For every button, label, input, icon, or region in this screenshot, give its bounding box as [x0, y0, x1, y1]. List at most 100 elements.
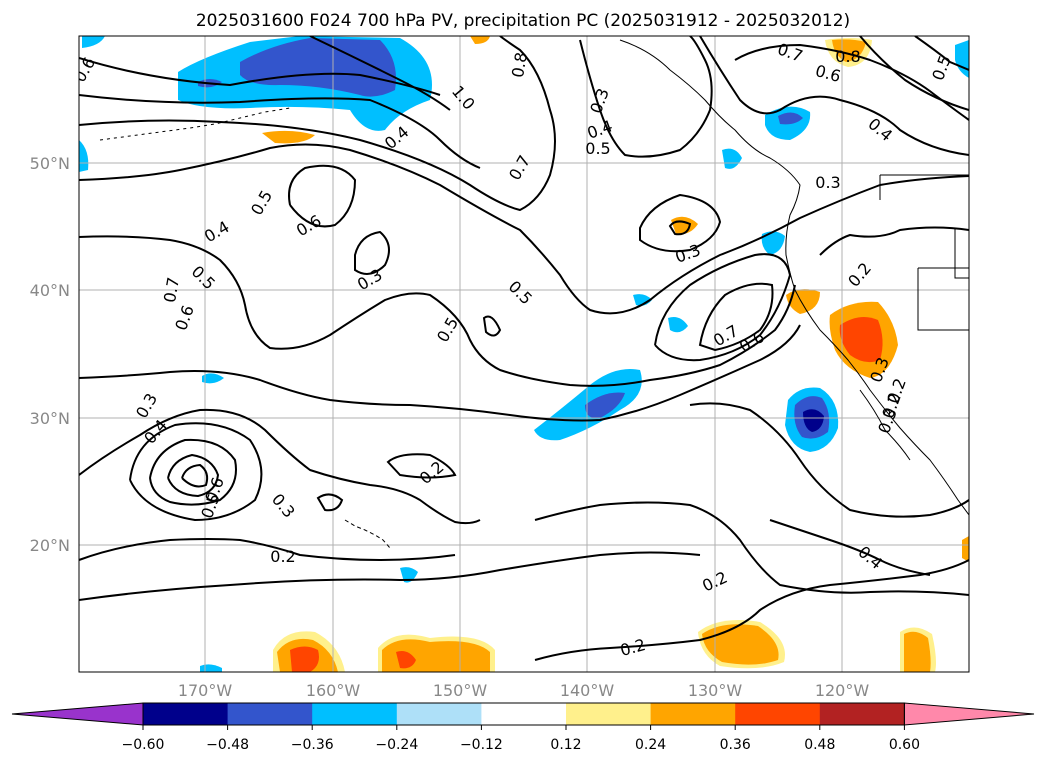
map-area: 0.61.00.8 0.80.70.6 0.50.40.30.40.50.70.40…: [70, 36, 969, 672]
contour-low-2: [354, 230, 390, 275]
graticule: [79, 36, 969, 672]
colorbar-tick-label: −0.12: [460, 737, 503, 753]
colorbar-tick-label: −0.24: [375, 737, 418, 753]
precip-ne-corner: [955, 40, 969, 78]
contour-14: [639, 193, 722, 253]
contour-label: 0.3: [268, 490, 299, 522]
colorbar-segment: [143, 703, 229, 725]
contour-3: [309, 36, 451, 111]
contour-1: [79, 57, 441, 96]
contour-12: [534, 501, 969, 596]
lon-label: 170°W: [178, 681, 233, 700]
contour-label: 0.3: [673, 240, 703, 267]
colorbar-tick-label: 0.24: [635, 737, 666, 753]
coastlines: [99, 39, 969, 549]
precip-offshore-42n: [761, 231, 785, 255]
colorbar-tick-label: −0.60: [122, 737, 165, 753]
na-coastline: [619, 39, 969, 516]
contour-17: [579, 36, 713, 158]
contour-label: 1.0: [448, 82, 479, 114]
contour-label: 0.5: [188, 262, 219, 293]
colorbar-tick-label: 0.48: [804, 737, 835, 753]
figure-title: 2025031600 F024 700 hPa PV, precipitatio…: [196, 11, 850, 31]
contour-label: 0.2: [699, 568, 730, 596]
contour-22: [819, 226, 969, 256]
contour-13: [534, 559, 969, 661]
contour-label: 0.7: [775, 39, 805, 66]
contour-16: [698, 282, 774, 352]
contour-labels: 0.61.00.8 0.80.70.6 0.50.40.30.40.50.70.40…: [70, 39, 955, 660]
contour-label: 0.3: [815, 173, 840, 192]
colorbar-extend-max: [903, 702, 1035, 726]
precip-ca-core: [839, 316, 883, 363]
contour-label: 0.4: [864, 114, 896, 145]
contour-label: 0.2: [270, 547, 295, 566]
contour-18: [699, 36, 969, 156]
colorbar-extend-min: [11, 702, 144, 726]
contour-label: 0.7: [505, 152, 534, 184]
colorbar-tick-label: 0.12: [550, 737, 581, 753]
precip-ca-north: [786, 289, 820, 314]
colorbar-segment: [227, 703, 313, 725]
state-borders: [879, 174, 969, 331]
contour-5: [79, 143, 969, 315]
contour-2: [79, 94, 481, 169]
map-frame: [78, 35, 970, 673]
lon-label: 150°W: [433, 681, 488, 700]
lat-label: 50°N: [30, 154, 70, 173]
contour-15: [654, 253, 792, 362]
lon-label: 130°W: [688, 681, 743, 700]
colorbar-frame: [142, 702, 905, 726]
precip-shading: [79, 36, 969, 672]
aleutian-islands: [99, 107, 291, 141]
precip-cutoff-core: [803, 409, 824, 432]
contour-circle-mid: [149, 438, 237, 506]
precip-east-edge: [962, 536, 969, 562]
colorbar-segment: [481, 703, 567, 725]
contour-circle-inner: [167, 453, 220, 498]
precip-west-edge: [79, 140, 89, 172]
lon-label: 140°W: [560, 681, 615, 700]
contour-6: [79, 235, 796, 387]
colorbar-tick-label: −0.48: [206, 737, 249, 753]
colorbar-tick-label: 0.60: [889, 737, 920, 753]
contour-small-4: [316, 493, 344, 512]
colorbar-tick-label: 0.36: [720, 737, 751, 753]
precip-north-pacific: [262, 130, 315, 144]
precip-south-2-core: [396, 651, 416, 669]
hawaiian-islands: [344, 519, 391, 549]
contour-4: [79, 36, 556, 212]
precip-hawaii-east: [400, 567, 418, 583]
contour-label: 0.4: [201, 217, 233, 246]
precip-small-2: [668, 317, 688, 333]
contour-small-1: [482, 315, 502, 337]
contour-label: 0.2: [618, 635, 648, 660]
lon-label: 160°W: [306, 681, 361, 700]
contour-label: 0.5: [247, 187, 276, 219]
precip-bc-south: [722, 148, 742, 169]
precip-offshore-45n: [671, 216, 698, 235]
contour-20: [914, 36, 969, 71]
precip-top-center: [470, 36, 490, 44]
contour-label: 0.6: [171, 303, 198, 333]
colorbar-segment: [312, 703, 398, 725]
contour-low-1: [288, 164, 357, 228]
contour-label: 0.5: [585, 139, 610, 158]
precip-south-1-core: [290, 646, 319, 672]
contour-23: [769, 519, 931, 576]
precip-small-3: [202, 373, 224, 384]
contour-circle-core: [181, 463, 209, 488]
precip-gulf-alaska-dark: [240, 38, 396, 97]
colorbar: −0.60 −0.48 −0.36 −0.24 −0.12 0.12 0.24 0.36 0.4…: [11, 702, 1035, 753]
precip-nw-corner: [82, 36, 105, 48]
precip-south-4: [904, 631, 931, 672]
contour-label: 0.2: [844, 259, 875, 291]
contour-7: [79, 324, 801, 422]
contour-label: 0.6: [70, 54, 99, 86]
contour-label: 0.5: [928, 53, 955, 83]
contour-8: [79, 408, 481, 525]
contour-circle-outer: [129, 422, 263, 522]
colorbar-segment: [396, 703, 482, 725]
contour-label: 0.3: [586, 86, 613, 116]
